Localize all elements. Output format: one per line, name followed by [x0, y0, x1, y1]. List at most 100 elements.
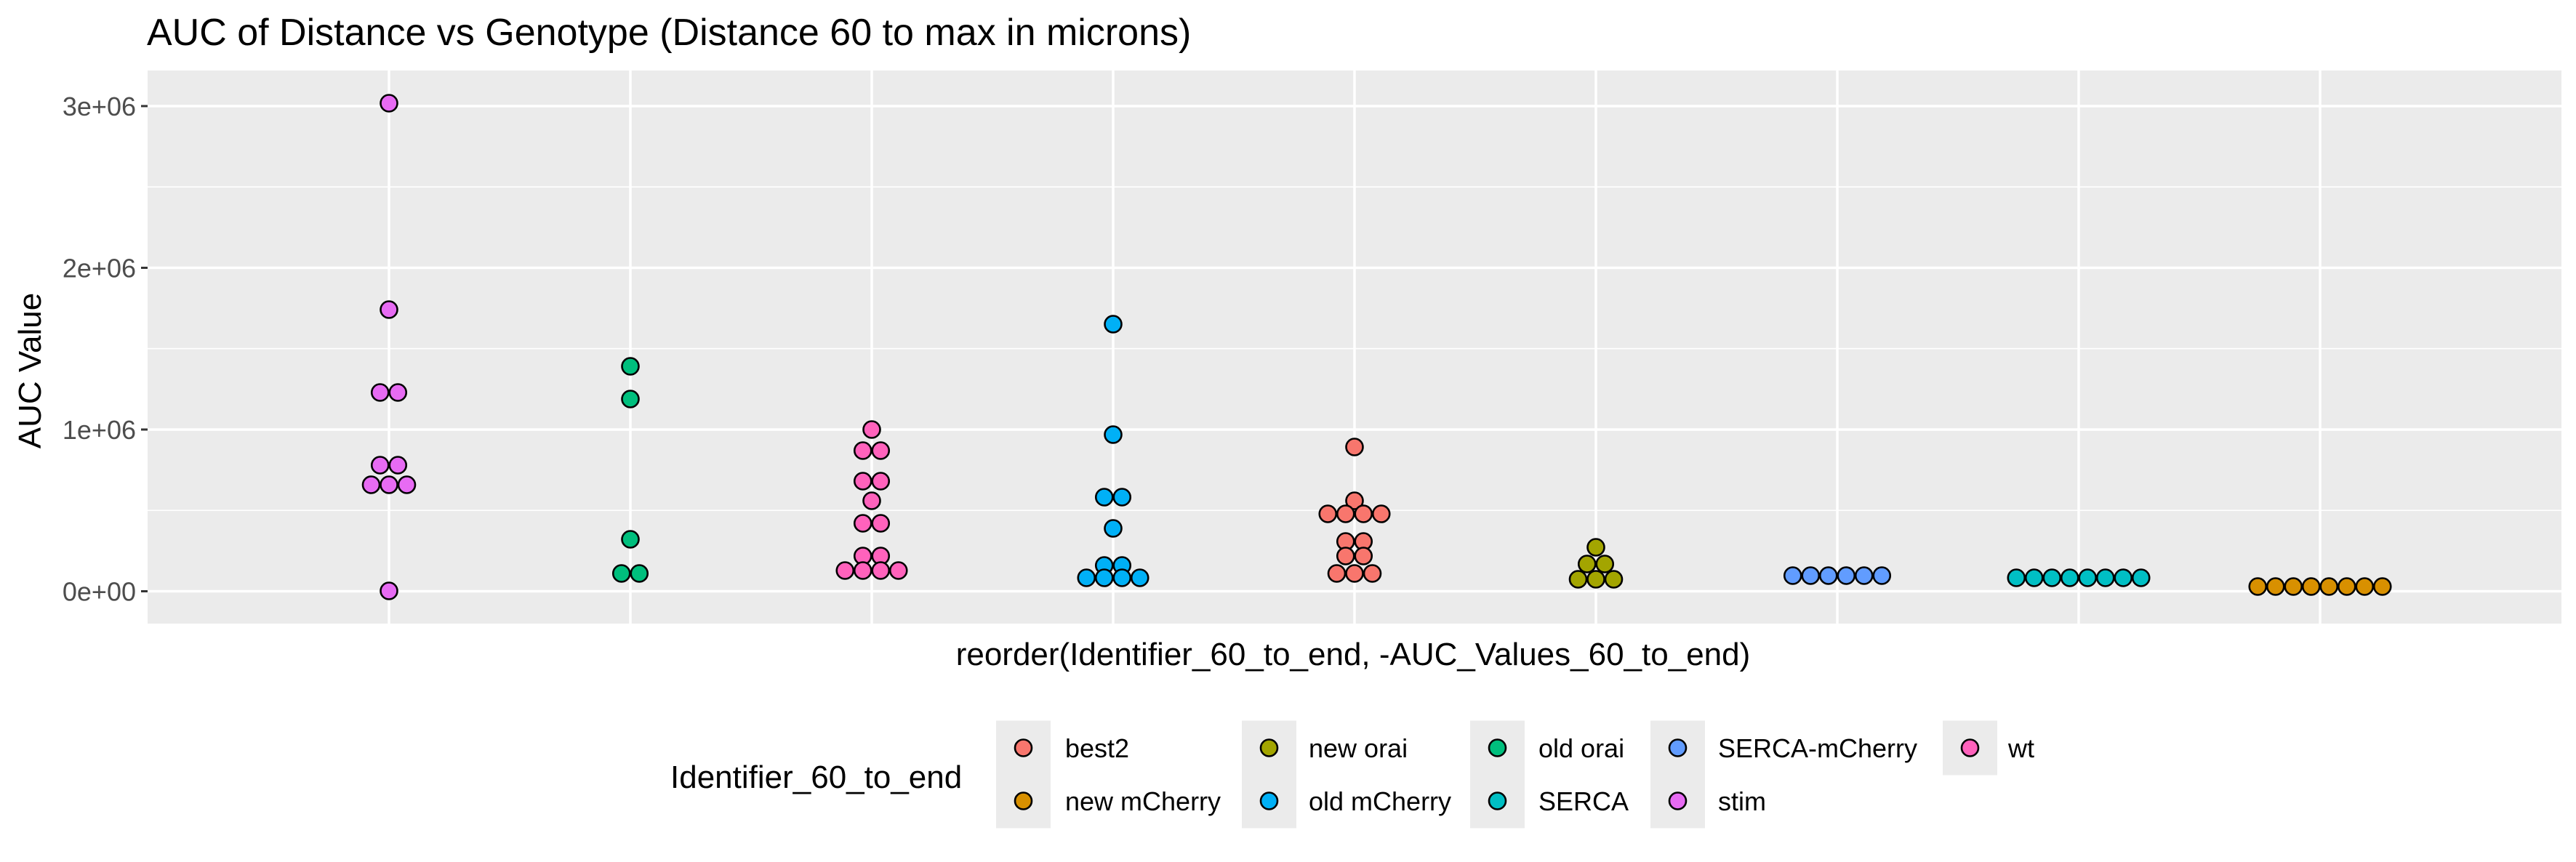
data-point-old-mcherry: [1104, 519, 1123, 538]
data-point-old-mcherry: [1130, 568, 1149, 587]
legend-label-serca-mcherry: SERCA-mCherry: [1718, 733, 1917, 763]
data-point-best2: [1318, 504, 1338, 523]
data-point-new-mcherry: [2372, 577, 2392, 596]
y-axis-label: AUC Value: [12, 293, 48, 448]
data-point-new-orai: [1568, 570, 1588, 589]
legend-swatch-serca: [1488, 791, 1507, 810]
data-point-wt: [853, 441, 872, 460]
data-point-new-orai: [1604, 570, 1624, 589]
data-point-new-mcherry: [2355, 577, 2375, 596]
data-point-serca-mcherry: [1801, 566, 1821, 585]
data-point-old-orai: [630, 564, 649, 583]
y-tick-label: 3e+06: [63, 92, 136, 121]
legend-label-old-mcherry: old mCherry: [1309, 786, 1451, 816]
data-point-serca: [2131, 568, 2151, 587]
legend-label-serca: SERCA: [1538, 786, 1629, 816]
data-point-best2: [1345, 564, 1364, 583]
data-point-best2: [1345, 491, 1364, 510]
data-point-stim: [388, 383, 408, 402]
legend-swatch-stim: [1668, 791, 1688, 810]
legend-swatch-serca-mcherry: [1668, 738, 1688, 757]
plot-layer: 0e+00 1e+06 2e+06 3e+06: [63, 71, 2561, 624]
legend-label-new-mcherry: new mCherry: [1065, 786, 1221, 816]
data-point-best2: [1354, 504, 1373, 523]
data-point-wt: [871, 441, 891, 460]
data-point-best2: [1354, 547, 1373, 565]
data-point-serca: [2024, 568, 2044, 587]
data-point-wt: [871, 472, 891, 491]
data-point-stim: [380, 94, 398, 113]
data-point-old-mcherry: [1104, 315, 1123, 334]
data-point-new-mcherry: [2266, 577, 2285, 596]
data-point-stim: [397, 475, 417, 494]
chart-title: AUC of Distance vs Genotype (Distance 60…: [147, 12, 1191, 54]
data-point-serca-mcherry: [1783, 566, 1802, 585]
data-point-serca: [2060, 568, 2079, 587]
data-point-wt: [853, 514, 872, 533]
data-point-serca-mcherry: [1854, 566, 1874, 585]
data-point-best2: [1345, 438, 1364, 456]
data-point-serca: [2095, 568, 2115, 587]
data-point-stim: [380, 475, 398, 494]
data-point-new-orai: [1595, 555, 1615, 573]
data-point-best2: [1363, 564, 1382, 583]
data-point-old-orai: [621, 390, 640, 408]
data-point-best2: [1336, 504, 1355, 523]
data-point-stim: [370, 456, 390, 475]
data-point-best2: [1371, 504, 1391, 523]
y-tick-label: 1e+06: [63, 415, 136, 445]
data-point-new-orai: [1586, 570, 1605, 589]
data-point-old-mcherry: [1112, 488, 1132, 507]
legend-swatch-new-mcherry: [1014, 791, 1033, 810]
data-point-new-mcherry: [2284, 577, 2303, 596]
data-point-wt: [871, 561, 891, 580]
legend-swatch-best2: [1014, 738, 1033, 757]
data-point-old-mcherry: [1077, 568, 1096, 587]
data-point-serca-mcherry: [1872, 566, 1892, 585]
data-point-stim: [361, 475, 381, 494]
data-point-serca: [2042, 568, 2062, 587]
data-point-old-mcherry: [1104, 425, 1123, 444]
legend-title: Identifier_60_to_end: [670, 760, 962, 795]
data-point-serca-mcherry: [1818, 566, 1838, 585]
legend-label-new-orai: new orai: [1309, 733, 1408, 763]
data-point-serca: [2007, 568, 2026, 587]
legend-swatch-wt: [1960, 738, 1980, 757]
data-point-new-orai: [1577, 555, 1597, 573]
data-point-stim: [380, 300, 398, 319]
data-point-wt: [871, 514, 891, 533]
legend-label-best2: best2: [1065, 733, 1129, 763]
y-tick-label: 0e+00: [63, 576, 136, 606]
legend-swatch-old-orai: [1488, 738, 1507, 757]
data-point-old-orai: [621, 530, 640, 549]
data-point-stim: [370, 383, 390, 402]
data-point-new-mcherry: [2337, 577, 2356, 596]
legend-label-old-orai: old orai: [1538, 733, 1624, 763]
data-point-wt: [853, 561, 872, 580]
legend-swatch-new-orai: [1259, 738, 1279, 757]
data-point-old-mcherry: [1094, 568, 1114, 587]
data-point-stim: [388, 456, 408, 475]
legend-label-wt: wt: [2007, 733, 2034, 763]
data-point-new-mcherry: [2319, 577, 2339, 596]
data-point-new-orai: [1586, 538, 1605, 557]
data-point-old-orai: [611, 564, 631, 583]
data-point-new-mcherry: [2248, 577, 2268, 596]
y-tick-label: 2e+06: [63, 253, 136, 283]
data-point-best2: [1327, 564, 1347, 583]
data-point-old-orai: [621, 357, 640, 376]
data-point-serca-mcherry: [1837, 566, 1856, 585]
data-point-stim: [380, 581, 398, 600]
data-point-wt: [862, 420, 881, 439]
legend-label-stim: stim: [1718, 786, 1766, 816]
data-point-wt: [862, 491, 881, 510]
data-point-serca: [2114, 568, 2133, 587]
data-point-new-mcherry: [2301, 577, 2321, 596]
data-point-serca: [2078, 568, 2098, 587]
x-axis-label: reorder(Identifier_60_to_end, -AUC_Value…: [956, 637, 1751, 672]
legend-swatch-old-mcherry: [1259, 791, 1279, 810]
data-point-wt: [853, 472, 872, 491]
legend: Identifier_60_to_end best2 new mCherry new…: [670, 720, 2034, 829]
